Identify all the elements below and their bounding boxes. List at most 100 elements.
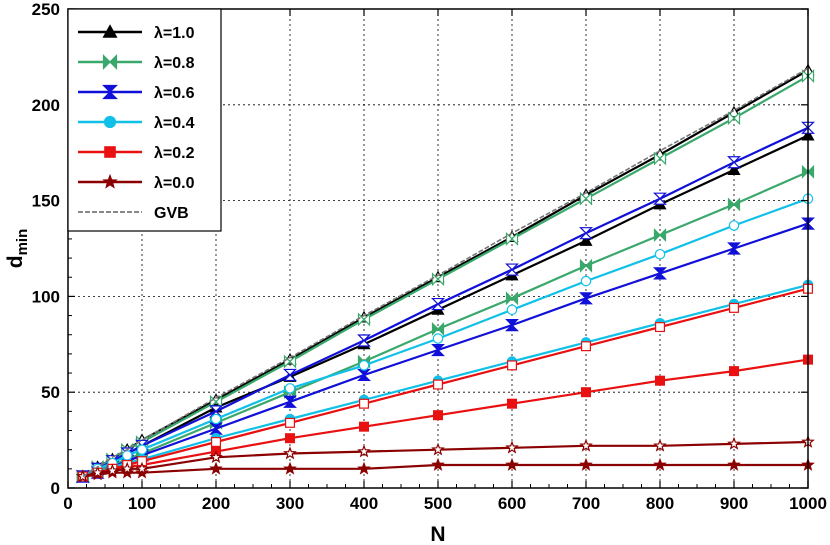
data-point (285, 433, 296, 444)
data-point (357, 444, 371, 458)
y-tick-label: 100 (32, 287, 60, 306)
x-axis-title: N (430, 523, 445, 545)
plot-series (75, 63, 815, 484)
data-point (727, 457, 741, 471)
series-line (82, 358, 809, 478)
data-point (121, 450, 133, 461)
data-point (209, 422, 223, 435)
legend-label: λ=0.8 (154, 55, 195, 72)
series (75, 434, 815, 483)
y-tick-label: 150 (32, 192, 60, 211)
data-point (104, 146, 116, 158)
data-point (653, 267, 667, 280)
data-point (209, 450, 223, 464)
data-point (431, 272, 445, 287)
x-tick-label: 500 (424, 494, 452, 513)
data-point (580, 341, 591, 352)
data-point (505, 263, 519, 276)
series (77, 283, 813, 482)
data-point (357, 334, 371, 347)
data-point (120, 461, 135, 475)
y-tick-label: 200 (32, 96, 60, 115)
series-line (82, 287, 809, 478)
data-point (209, 461, 223, 475)
data-point (727, 156, 741, 169)
legend-entry: λ=1.0 (78, 24, 195, 42)
data-point (357, 312, 371, 327)
data-point (105, 463, 120, 477)
data-point (431, 297, 445, 311)
data-point (102, 84, 118, 100)
legend-entry: λ=0.6 (78, 84, 195, 102)
legend-label: λ=0.2 (154, 145, 195, 162)
series-line (82, 67, 809, 478)
legend-entry: λ=0.4 (78, 115, 195, 132)
series (77, 279, 814, 482)
data-point (358, 360, 370, 371)
data-point (727, 197, 741, 212)
y-axis-title: dmin (4, 229, 31, 269)
y-tick-label: 250 (32, 0, 60, 19)
data-point (728, 366, 739, 377)
data-point (727, 436, 741, 450)
data-point (210, 413, 222, 425)
series-line (82, 440, 809, 478)
legend-label: λ=0.6 (154, 85, 195, 102)
data-point (284, 383, 296, 394)
data-point (654, 375, 665, 386)
legend-entry: GVB (78, 205, 189, 222)
data-point (653, 192, 667, 205)
data-point (653, 457, 667, 471)
axis-ticks: 0 100 200 300 400 500 600 700 800 900 1000 0 50 100 15… (32, 0, 827, 513)
series (82, 67, 809, 478)
data-point (579, 258, 593, 273)
data-point (728, 220, 740, 231)
data-point (579, 227, 593, 240)
legend: λ=1.0 λ=0.8 λ=0.6 λ=0.4 λ=0.2 λ=0.0 GVB (67, 8, 222, 232)
grid (68, 9, 808, 488)
data-point (359, 421, 370, 432)
data-point (580, 387, 591, 398)
legend-entry: λ=0.0 (78, 173, 195, 192)
data-point (285, 417, 296, 428)
data-point (431, 442, 445, 456)
data-point (283, 354, 297, 369)
y-tick-label: 0 (51, 479, 60, 498)
data-point (505, 319, 519, 332)
data-point (505, 291, 519, 306)
data-point (357, 368, 371, 382)
x-tick-label: 300 (276, 494, 304, 513)
legend-box (67, 8, 222, 232)
x-tick-label: 100 (128, 494, 156, 513)
data-point (653, 228, 667, 243)
data-point (505, 457, 519, 471)
legend-label: λ=1.0 (154, 25, 195, 42)
data-point (135, 461, 149, 475)
x-tick-label: 200 (202, 494, 230, 513)
x-tick-label: 400 (350, 494, 378, 513)
data-point (431, 343, 445, 357)
legend-entry: λ=0.8 (78, 54, 195, 72)
data-point (211, 437, 222, 448)
y-tick-label: 50 (41, 383, 60, 402)
data-point (135, 465, 149, 479)
data-point (90, 465, 105, 479)
data-point (432, 333, 444, 344)
series-line (82, 463, 808, 478)
data-point (103, 115, 117, 129)
data-point (579, 438, 593, 452)
data-point (102, 24, 118, 38)
data-point (102, 54, 118, 70)
data-point (283, 395, 297, 408)
legend-label: λ=0.0 (154, 175, 195, 192)
legend-label: λ=0.4 (154, 115, 195, 132)
series (75, 217, 815, 483)
data-point (727, 163, 741, 175)
data-point (654, 322, 665, 333)
data-point (507, 360, 518, 371)
data-point (579, 457, 593, 471)
data-point (653, 151, 667, 166)
data-point (507, 398, 518, 409)
